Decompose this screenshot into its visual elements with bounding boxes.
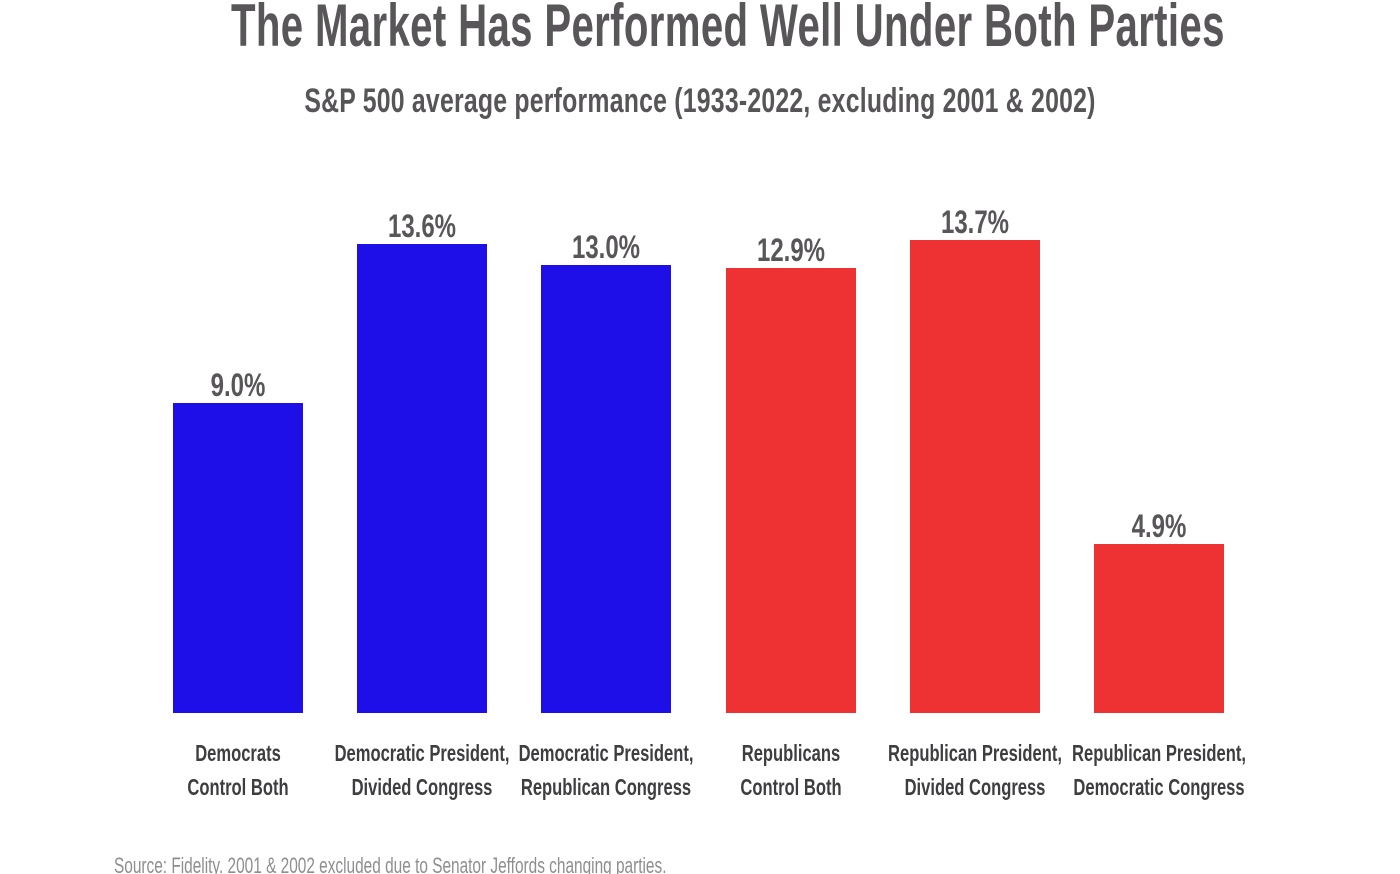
bar-category-label-0-line-0: Democrats (195, 740, 281, 766)
bar-5 (1094, 543, 1224, 713)
bar-value-label-3: 12.9% (756, 231, 825, 268)
bar-3 (725, 267, 856, 713)
bar-2 (541, 264, 672, 713)
bar-value-label-0: 9.0% (210, 366, 266, 403)
bar-value-label-4: 13.7% (940, 204, 1009, 241)
bar-category-label-0-line-1: Control Both (187, 774, 289, 800)
bar-category-label-2: Democratic President, Republican Congress (513, 736, 700, 804)
chart-title: The Market Has Performed Well Under Both… (231, 0, 1225, 59)
chart-subtitle: S&P 500 average performance (1933-2022, … (304, 82, 1096, 120)
bar-category-label-5-line-0: Republican President, (1072, 740, 1246, 766)
bar-value-label-2: 13.0% (572, 228, 641, 265)
bar-category-label-1-line-0: Democratic President, (334, 740, 510, 766)
bar-category-label-0: Democrats Control Both (144, 736, 331, 804)
bar-category-label-1: Democratic President, Divided Congress (329, 736, 516, 804)
bar-value-label-1: 13.6% (388, 207, 457, 244)
bar-value-label-5: 4.9% (1131, 507, 1187, 544)
bar-category-label-3: Republicans Control Both (697, 736, 884, 804)
bar-category-label-2-line-1: Republican Congress (521, 774, 692, 800)
bar-category-label-5: Republican President, Democratic Congress (1065, 736, 1252, 804)
bar-category-label-4-line-1: Divided Congress (904, 774, 1046, 800)
bar-category-label-4: Republican President, Divided Congress (881, 736, 1068, 804)
bar-category-label-1-line-1: Divided Congress (351, 774, 493, 800)
bar-category-label-3-line-1: Control Both (740, 774, 842, 800)
bar-category-label-3-line-0: Republicans (741, 740, 840, 766)
bar-1 (357, 243, 488, 713)
bar-category-label-4-line-0: Republican President, (887, 740, 1062, 766)
bar-0 (173, 402, 303, 713)
source-note: Source: Fidelity. 2001 & 2002 excluded d… (114, 853, 667, 874)
bar-category-label-5-line-1: Democratic Congress (1073, 774, 1245, 800)
bar-4 (909, 240, 1040, 713)
bar-category-label-2-line-0: Democratic President, (518, 740, 694, 766)
